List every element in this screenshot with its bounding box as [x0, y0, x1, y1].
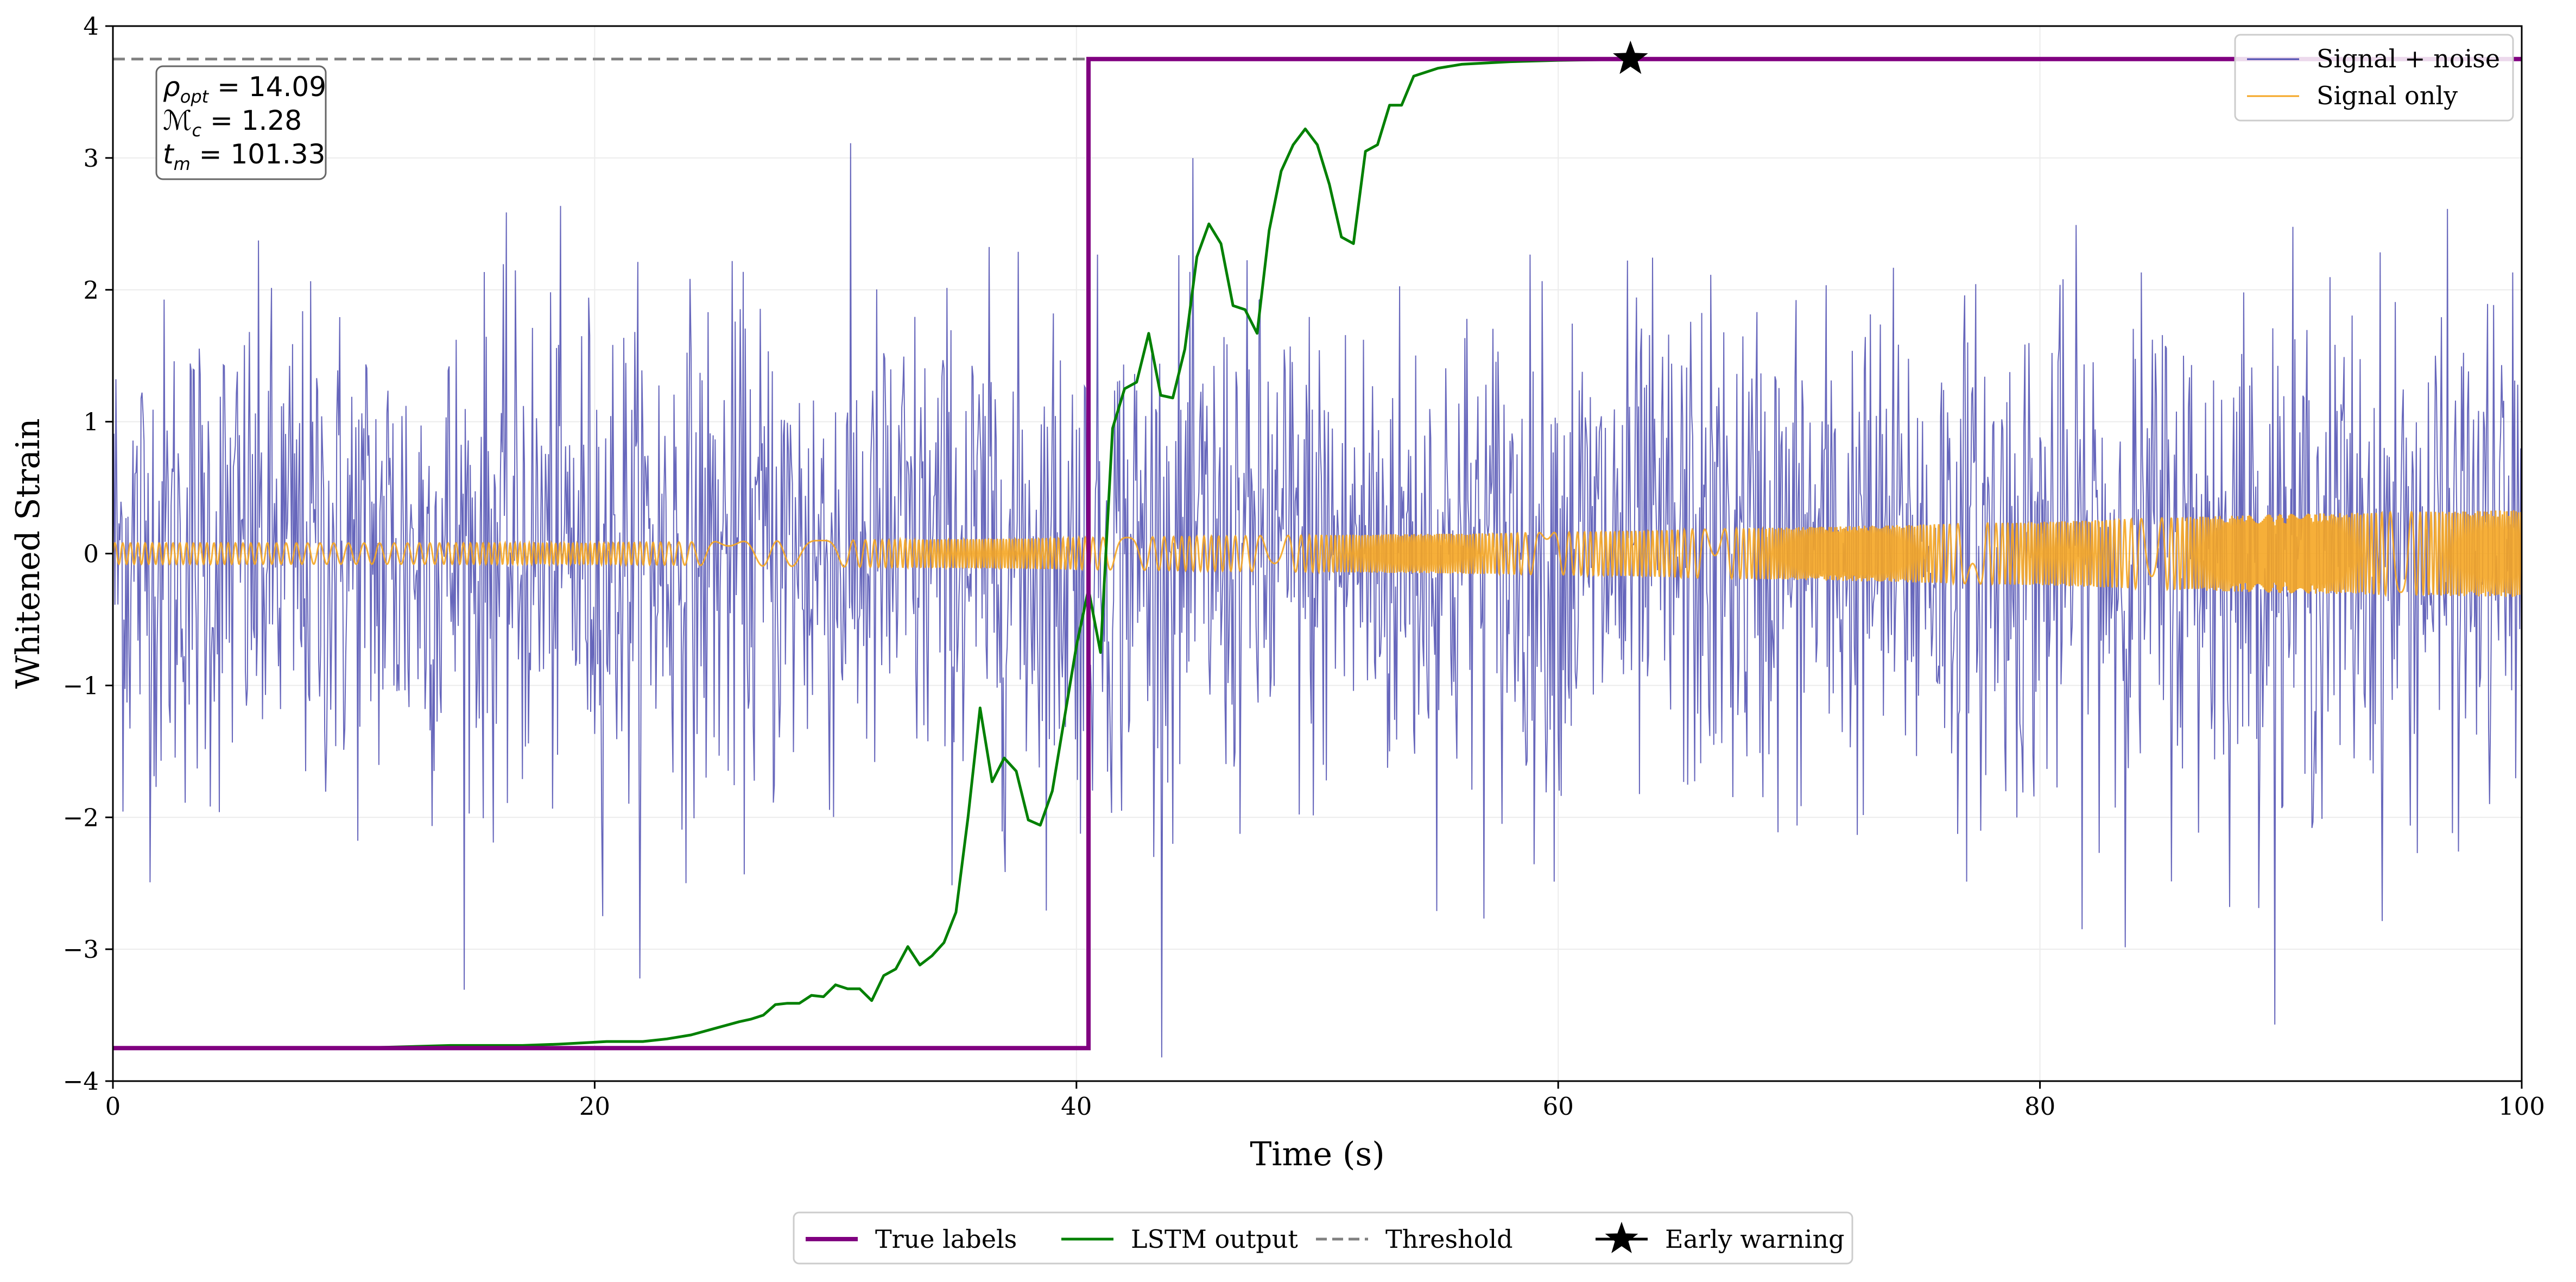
y-tick-label: 2 [83, 276, 99, 305]
x-tick-label: 100 [2498, 1092, 2545, 1121]
tm-value: = 101.33 [191, 138, 326, 170]
x-tick-label: 20 [579, 1092, 610, 1121]
rho-subscript: opt [180, 86, 210, 107]
signal-only-line [113, 510, 2522, 598]
legend-label-lstm: LSTM output [1131, 1224, 1298, 1254]
x-tick-label: 40 [1061, 1092, 1092, 1121]
legend-top-right-box [2234, 34, 2514, 122]
mc-symbol: ℳ [163, 105, 192, 136]
x-tick-label: 0 [105, 1092, 121, 1121]
legend-label-marker: Early warning [1665, 1224, 1845, 1254]
y-tick-label: 4 [83, 12, 99, 41]
series-signal-noise [113, 143, 2522, 1058]
legend-label-signal_only: Signal only [2316, 81, 2458, 110]
rho-value: = 14.09 [208, 71, 326, 103]
signal-noise-line [113, 143, 2522, 1058]
annotation-rho: ρopt = 14.09 [163, 71, 326, 107]
y-tick-label: −4 [63, 1067, 99, 1096]
tm-subscript: m [174, 154, 191, 174]
y-tick-label: 1 [83, 408, 99, 437]
mc-subscript: c [192, 120, 201, 141]
y-axis-label: Whitened Strain [9, 418, 47, 689]
y-tick-label: −1 [63, 671, 99, 700]
axis-ticks: 0 20 40 60 80 100 −4 −3 −2 −1 0 1 2 3 4 [63, 12, 2545, 1121]
mc-value: = 1.28 [201, 105, 302, 136]
early-warning-star [1613, 40, 1648, 74]
y-tick-label: −2 [63, 803, 99, 832]
y-tick-label: 0 [83, 540, 99, 569]
lstm-output-line [113, 58, 2522, 1050]
legend-top-right: Signal + noise Signal only [2234, 34, 2514, 122]
parameter-annotation: ρopt = 14.09 ℳc = 1.28 tm = 101.33 [155, 65, 327, 180]
annotation-box [155, 65, 327, 180]
y-tick-label: −3 [63, 935, 99, 964]
legend-label-signal_noise: Signal + noise [2316, 44, 2500, 73]
early-warning-marker [1613, 40, 1648, 74]
x-tick-label: 80 [2024, 1092, 2055, 1121]
annotation-chirp-mass: ℳc = 1.28 [163, 105, 302, 141]
plot-area [113, 40, 2522, 1058]
y-tick-label: 3 [83, 144, 99, 173]
rho-symbol: ρ [163, 71, 180, 103]
series-lstm-output [113, 58, 2522, 1050]
tm-symbol: t [163, 138, 175, 170]
legend-bottom: True labels LSTM output Threshold Early war… [793, 1211, 1853, 1265]
legend-label-threshold: Threshold [1385, 1224, 1513, 1254]
legend-swatch-star [1605, 1222, 1638, 1253]
legend-label-true_labels: True labels [875, 1224, 1017, 1254]
annotation-merger-time: tm = 101.33 [163, 138, 325, 174]
x-tick-label: 60 [1543, 1092, 1574, 1121]
x-axis-label: Time (s) [1250, 1135, 1384, 1173]
series-true-labels [113, 56, 2522, 1051]
series-signal-only [113, 510, 2522, 598]
true-labels-line [113, 56, 2522, 1051]
